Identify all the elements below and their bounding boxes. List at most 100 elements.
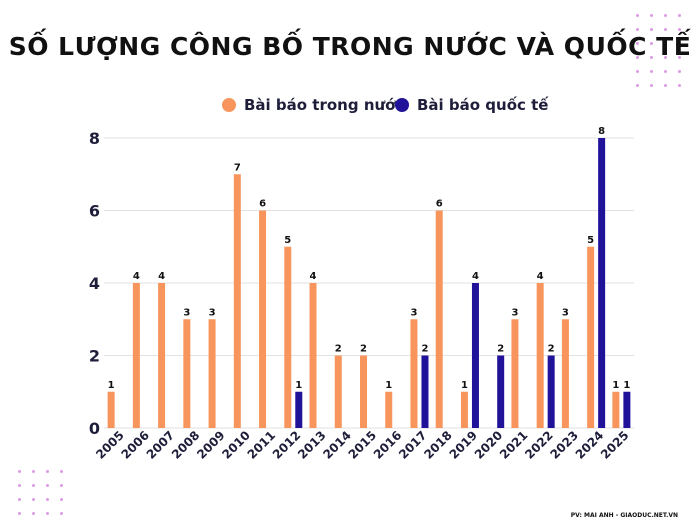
- decorative-dots-bottom-left: [18, 470, 73, 525]
- data-label: 3: [183, 307, 190, 318]
- data-label: 6: [436, 199, 443, 210]
- data-label: 5: [587, 235, 594, 246]
- data-label: 1: [612, 380, 619, 391]
- y-tick-label: 8: [89, 129, 100, 148]
- data-label: 4: [472, 271, 479, 282]
- bar-domestic: [158, 283, 166, 428]
- x-tick-label: 2012: [270, 428, 304, 462]
- legend-swatch-international: [395, 98, 409, 112]
- data-label: 2: [335, 344, 342, 355]
- decor-dot: [46, 498, 49, 501]
- bar-international: [623, 391, 631, 428]
- decor-dot: [678, 42, 681, 45]
- credit-text: PV: MAI ANH - GIAODUC.NET.VN: [570, 512, 678, 519]
- x-tick-label: 2025: [598, 428, 632, 462]
- bar-domestic: [460, 391, 468, 428]
- x-tick-label: 2007: [144, 428, 178, 462]
- legend-item-international: Bài báo quốc tế: [395, 96, 548, 114]
- data-label: 8: [598, 126, 605, 137]
- decor-dot: [664, 42, 667, 45]
- decor-dot: [650, 14, 653, 17]
- bar-domestic: [385, 391, 393, 428]
- decor-dot: [678, 84, 681, 87]
- data-label: 2: [497, 344, 504, 355]
- bar-international: [547, 355, 555, 428]
- data-label: 3: [410, 307, 417, 318]
- bar-international: [471, 283, 479, 428]
- x-tick-label: 2017: [396, 428, 430, 462]
- x-tick-label: 2014: [320, 428, 354, 462]
- data-label: 2: [548, 344, 555, 355]
- data-label: 4: [158, 271, 165, 282]
- data-label: 3: [209, 307, 216, 318]
- data-label: 7: [234, 162, 241, 173]
- decor-dot: [60, 470, 63, 473]
- legend-item-domestic: Bài báo trong nước: [222, 96, 404, 114]
- x-tick-label: 2024: [573, 428, 607, 462]
- data-label: 3: [511, 307, 518, 318]
- legend-label-domestic: Bài báo trong nước: [244, 96, 405, 114]
- data-label: 2: [421, 344, 428, 355]
- decor-dot: [46, 512, 49, 515]
- data-label: 1: [295, 380, 302, 391]
- data-label: 4: [537, 271, 544, 282]
- decor-dot: [678, 56, 681, 59]
- bar-international: [295, 391, 303, 428]
- decor-dot: [636, 70, 639, 73]
- y-tick-label: 4: [89, 274, 100, 293]
- decor-dot: [650, 70, 653, 73]
- bar-domestic: [208, 319, 216, 428]
- bar-domestic: [132, 283, 140, 428]
- decor-dot: [32, 484, 35, 487]
- x-tick-label: 2009: [194, 428, 228, 462]
- x-tick-label: 2019: [447, 428, 481, 462]
- data-label: 6: [259, 199, 266, 210]
- x-tick-label: 2021: [497, 428, 531, 462]
- bar-domestic: [587, 246, 595, 428]
- decor-dot: [60, 484, 63, 487]
- data-label: 4: [133, 271, 140, 282]
- decor-dot: [636, 14, 639, 17]
- x-tick-label: 2013: [295, 428, 329, 462]
- decor-dot: [32, 470, 35, 473]
- data-label: 4: [310, 271, 317, 282]
- bar-domestic: [259, 210, 267, 428]
- decor-dot: [664, 84, 667, 87]
- bar-international: [497, 355, 505, 428]
- bar-domestic: [334, 355, 342, 428]
- bar-domestic: [410, 319, 418, 428]
- bar-domestic: [435, 210, 443, 428]
- y-tick-label: 6: [89, 202, 100, 221]
- decor-dot: [18, 512, 21, 515]
- x-tick-label: 2006: [118, 428, 152, 462]
- x-tick-label: 2020: [472, 428, 506, 462]
- decor-dot: [18, 498, 21, 501]
- data-label: 1: [385, 380, 392, 391]
- decor-dot: [636, 56, 639, 59]
- x-tick-label: 2010: [219, 428, 253, 462]
- decorative-dots-top-right: [636, 14, 691, 94]
- decor-dot: [678, 28, 681, 31]
- decor-dot: [32, 512, 35, 515]
- decor-dot: [636, 84, 639, 87]
- data-label: 1: [623, 380, 630, 391]
- bar-domestic: [536, 283, 544, 428]
- x-tick-label: 2022: [522, 428, 556, 462]
- bar-domestic: [612, 391, 620, 428]
- x-tick-label: 2008: [169, 428, 203, 462]
- decor-dot: [650, 84, 653, 87]
- x-tick-label: 2023: [548, 428, 582, 462]
- y-tick-label: 2: [89, 347, 100, 366]
- x-tick-label: 2011: [245, 428, 279, 462]
- data-label: 2: [360, 344, 367, 355]
- bar-domestic: [183, 319, 191, 428]
- data-label: 5: [284, 235, 291, 246]
- decor-dot: [678, 14, 681, 17]
- decor-dot: [46, 484, 49, 487]
- chart-legend: Bài báo trong nước Bài báo quốc tế: [0, 96, 700, 116]
- bar-domestic: [511, 319, 519, 428]
- legend-label-international: Bài báo quốc tế: [417, 96, 549, 114]
- x-tick-label: 2016: [371, 428, 405, 462]
- legend-swatch-domestic: [222, 98, 236, 112]
